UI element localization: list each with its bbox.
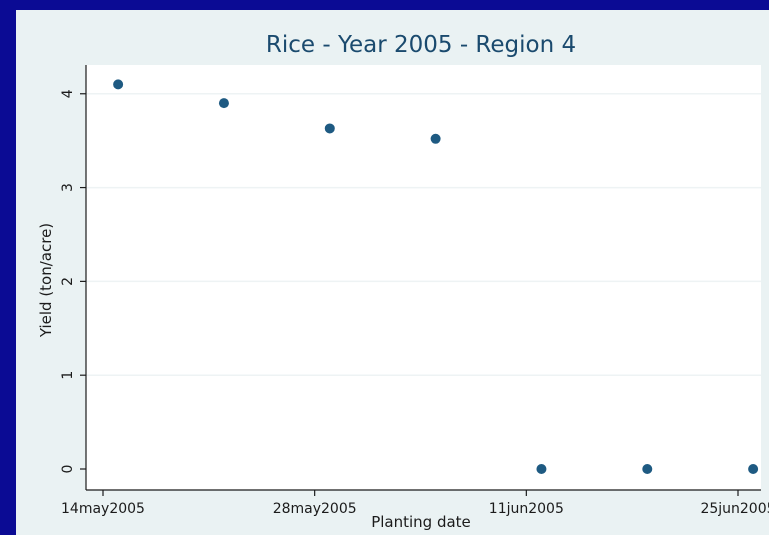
- data-point: [536, 464, 547, 474]
- chart-title: Rice - Year 2005 - Region 4: [266, 32, 576, 58]
- data-point: [430, 133, 441, 144]
- y-tick-label: 0: [60, 465, 76, 474]
- data-point: [113, 79, 124, 90]
- y-axis-ticks: 0 1 2 3 4: [60, 89, 86, 473]
- y-tick-label: 4: [60, 89, 76, 98]
- x-tick-label: 25jun2005: [700, 501, 769, 517]
- x-axis-label: Planting date: [371, 513, 471, 531]
- data-point: [642, 464, 653, 474]
- x-axis-ticks: 14may2005 28may2005 11jun2005 25jun2005: [61, 490, 769, 517]
- data-points: [113, 79, 759, 474]
- data-point: [218, 98, 229, 109]
- y-tick-label: 3: [60, 183, 76, 192]
- x-tick-label: 28may2005: [273, 501, 357, 517]
- data-point: [748, 464, 759, 474]
- y-axis-label: Yield (ton/acre): [37, 223, 55, 338]
- y-tick-label: 1: [60, 371, 76, 380]
- y-tick-label: 2: [60, 277, 76, 286]
- plot-area: [86, 65, 761, 490]
- scatter-chart: 0 1 2 3 4 14may2005 28may2005 11jun2005 25jun20…: [37, 32, 769, 531]
- x-tick-label: 11jun2005: [489, 501, 564, 517]
- x-tick-label: 14may2005: [61, 501, 145, 517]
- gridlines: [86, 93, 761, 376]
- chart-frame: 0 1 2 3 4 14may2005 28may2005 11jun2005 25jun20…: [16, 10, 769, 535]
- axes: [85, 65, 761, 491]
- data-point: [324, 123, 335, 134]
